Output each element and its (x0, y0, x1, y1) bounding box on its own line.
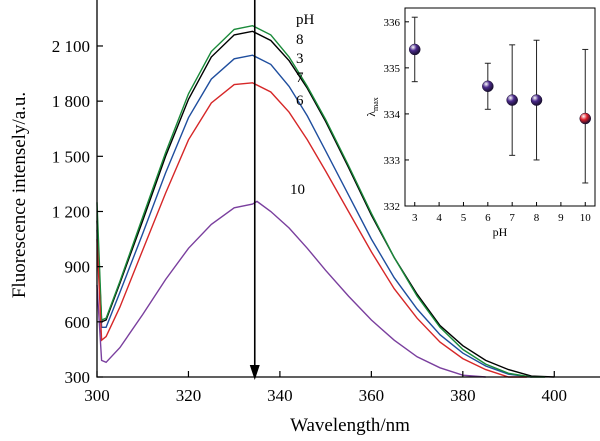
series-labels: pH 8 3 7 6 10 (290, 12, 315, 198)
series-line-ph-8 (96, 30, 555, 378)
x-axis-title: Wavelength/nm (290, 415, 410, 436)
inset-x-axis-title: pH (493, 225, 508, 239)
x-tick-label: 340 (267, 386, 293, 405)
y-tick-label: 900 (65, 258, 91, 277)
inset-point-ph-7 (506, 94, 518, 106)
series-line-ph-6 (96, 82, 527, 378)
wavelength-arrow (249, 0, 260, 380)
y-tick-label: 1 200 (52, 202, 90, 221)
y-axis-ticks: 300 600 900 1 200 1 500 1 800 2 100 (52, 37, 103, 387)
y-tick-label: 1 800 (52, 92, 90, 111)
inset-y-tick-label: 332 (384, 201, 401, 213)
inset-points (408, 16, 592, 184)
inset-x-tick-label: 3 (412, 212, 418, 224)
inset-point-ph-6 (482, 80, 494, 93)
series-line-ph-7 (96, 24, 546, 378)
x-axis-ticks: 300 320 340 360 380 400 (84, 371, 567, 405)
inset-x-tick-label: 7 (509, 212, 515, 224)
inset-y-tick-label: 335 (384, 63, 401, 75)
inset-y-tick-label: 336 (384, 17, 401, 29)
inset-frame (404, 7, 596, 207)
inset-x-tick-label: 4 (436, 212, 442, 224)
y-tick-label: 2 100 (52, 37, 90, 56)
inset-x-tick-label: 5 (461, 212, 467, 224)
inset-y-axis-title-sub: max (371, 97, 380, 111)
inset-x-tick-label: 10 (580, 212, 592, 224)
series-label-6: 6 (296, 93, 304, 109)
inset-x-tick-label: 6 (485, 212, 491, 224)
series-line-ph-3 (96, 54, 532, 378)
inset-x-axis-ticks: 3 4 5 6 7 8 9 10 (412, 202, 591, 224)
x-tick-label: 380 (450, 386, 476, 405)
arrow-head (249, 365, 260, 380)
series-label-8: 8 (296, 32, 304, 48)
y-tick-label: 600 (65, 313, 91, 332)
inset-point-ph-10 (579, 112, 592, 125)
series-label-7: 7 (296, 70, 304, 86)
main-plot: 300 320 340 360 380 400 300 600 900 1 200 1 500 1 … (9, 0, 600, 436)
x-tick-label: 360 (359, 386, 385, 405)
series-line-ph-10 (96, 200, 486, 378)
inset-x-tick-label: 9 (558, 212, 564, 224)
inset-point-ph-3 (408, 43, 421, 56)
y-axis-title: Fluorescence intensely/a.u. (9, 92, 30, 298)
y-tick-label: 1 500 (52, 147, 90, 166)
inset-y-tick-label: 334 (384, 109, 401, 121)
inset-x-tick-label: 8 (534, 212, 540, 224)
x-tick-label: 400 (542, 386, 568, 405)
inset-y-axis-title: λmax (364, 97, 380, 117)
x-tick-label: 320 (176, 386, 202, 405)
x-tick-label: 300 (84, 386, 110, 405)
series-label-3: 3 (296, 51, 304, 67)
legend-title: pH (296, 12, 315, 28)
series-label-10: 10 (290, 182, 305, 198)
series-layer (96, 24, 555, 378)
inset-plot: 3 4 5 6 7 8 9 10 332 333 334 335 336 pH λmax (364, 7, 596, 239)
inset-y-axis-ticks: 332 333 334 335 336 (384, 17, 409, 213)
inset-y-axis-title-main: λ (364, 111, 378, 117)
y-tick-label: 300 (65, 368, 91, 387)
inset-y-tick-label: 333 (384, 155, 401, 167)
inset-point-ph-8 (530, 94, 543, 106)
